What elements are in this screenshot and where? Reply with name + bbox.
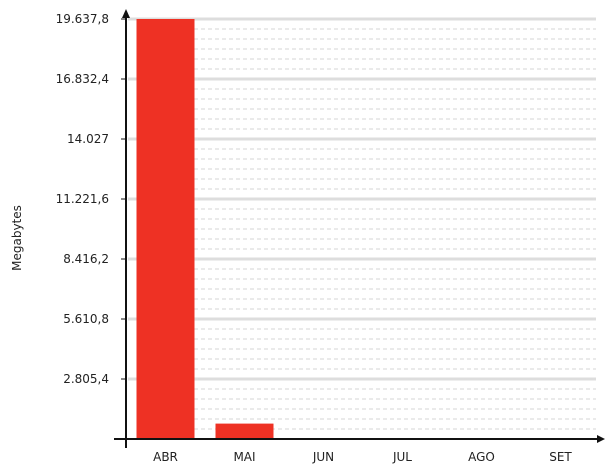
y-tick-label: 5.610,8	[63, 312, 109, 326]
y-tick-label: 2.805,4	[63, 372, 109, 386]
grid-lines	[128, 17, 596, 430]
x-axis-arrow	[597, 435, 605, 443]
y-tick-label: 8.416,2	[63, 252, 109, 266]
x-tick-label: JUN	[312, 450, 334, 464]
axes	[114, 9, 605, 448]
bar-mai	[215, 423, 274, 439]
y-tick-label: 19.637,8	[56, 12, 109, 26]
x-tick-label: MAI	[233, 450, 255, 464]
x-tick-label: ABR	[153, 450, 178, 464]
bar-abr	[136, 19, 195, 439]
bars	[136, 19, 274, 439]
x-tick-label: SET	[549, 450, 572, 464]
y-axis-ticks: 2.805,4 5.610,8 8.416,2 11.221,6 14.027 16.83…	[56, 12, 126, 386]
y-axis-title: Megabytes	[10, 205, 24, 271]
y-tick-label: 11.221,6	[56, 192, 109, 206]
x-axis-ticks: ABR MAI JUN JUL AGO SET	[153, 450, 572, 464]
y-axis-arrow	[122, 9, 130, 18]
x-tick-label: AGO	[468, 450, 495, 464]
x-tick-label: JUL	[392, 450, 412, 464]
y-tick-label: 16.832,4	[56, 72, 109, 86]
y-tick-label: 14.027	[67, 132, 109, 146]
